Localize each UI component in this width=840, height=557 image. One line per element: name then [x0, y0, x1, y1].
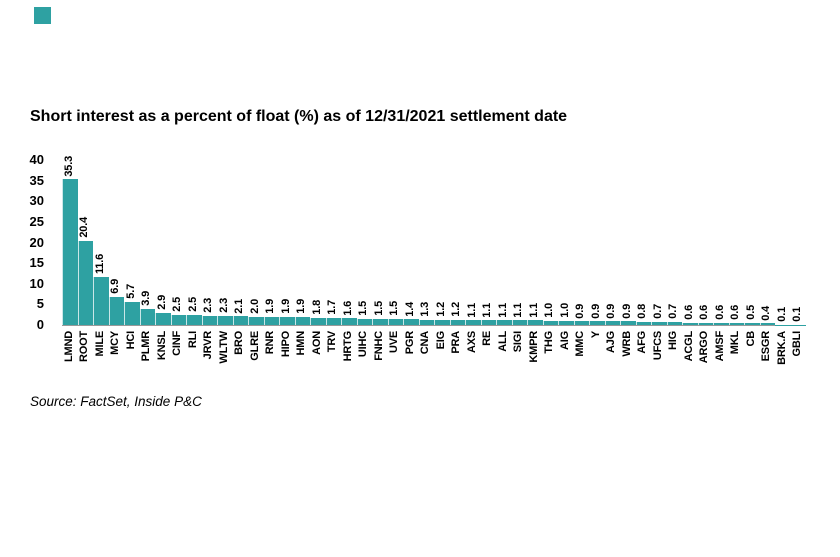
- brand-logo-square: [34, 7, 51, 24]
- bar: [325, 318, 341, 325]
- bar: [651, 322, 667, 325]
- bar: [387, 318, 403, 325]
- bar: [108, 296, 124, 325]
- bar: [62, 179, 78, 325]
- bar-value-label-wrap: 0.1: [785, 307, 813, 322]
- bar: [263, 317, 279, 325]
- bar: [372, 318, 388, 325]
- bar: [294, 317, 310, 325]
- bar: [589, 321, 605, 325]
- bar-value-label: 0.1: [791, 306, 804, 322]
- bar-value-label-wrap: 35.3: [56, 156, 84, 177]
- bar: [604, 321, 620, 325]
- bar: [542, 320, 558, 325]
- y-tick-label: 30: [29, 193, 44, 209]
- bar: [341, 318, 357, 325]
- y-tick-label: 5: [36, 296, 44, 312]
- bar: [139, 308, 155, 325]
- y-tick-label: 40: [29, 152, 44, 167]
- bar: [186, 314, 202, 325]
- plot-area: 35.3 LMND 20.4 ROOT 11.6 MILE 6.9 MCY 5.7 HCI 3.9 P…: [62, 156, 806, 365]
- bar: [418, 319, 434, 325]
- bar: [217, 315, 233, 325]
- bar: [356, 318, 372, 325]
- bar: [449, 320, 465, 325]
- x-tick-label-wrap: GBLI: [785, 331, 813, 356]
- bar: [728, 322, 744, 325]
- bar-value-label: 20.4: [78, 217, 91, 238]
- source-attribution: Source: FactSet, Inside P&C: [30, 394, 202, 409]
- bar: [511, 320, 527, 325]
- y-tick-label: 20: [29, 234, 44, 250]
- y-tick-label: 10: [29, 275, 44, 291]
- bar: [403, 319, 419, 325]
- bar: [155, 313, 171, 325]
- y-tick-label: 0: [36, 317, 44, 332]
- bar: [310, 317, 326, 325]
- y-tick-label: 25: [29, 213, 44, 229]
- bar: [558, 320, 574, 325]
- bar-value-label-wrap: 11.6: [87, 254, 115, 274]
- bar: [682, 322, 698, 325]
- bar: [124, 301, 140, 325]
- bar: [744, 322, 760, 325]
- bar: [248, 316, 264, 325]
- bar: [201, 315, 217, 325]
- y-tick-label: 15: [29, 255, 44, 271]
- x-tick-label: GBLI: [791, 331, 804, 357]
- bar: [666, 322, 682, 325]
- bar: [170, 314, 186, 325]
- bar: [279, 317, 295, 325]
- bar: [496, 320, 512, 325]
- chart-title: Short interest as a percent of float (%)…: [30, 108, 568, 125]
- bar: [697, 322, 713, 325]
- bar-value-label-wrap: 20.4: [72, 217, 100, 238]
- bar-value-label: 35.3: [62, 155, 75, 177]
- bar: [232, 316, 248, 325]
- y-tick-label: 35: [29, 172, 44, 188]
- bar-value-label: 11.6: [93, 254, 106, 275]
- bar: [527, 320, 543, 325]
- bar: [480, 320, 496, 325]
- bar: [573, 321, 589, 325]
- bar: [434, 320, 450, 325]
- bar: [77, 240, 93, 325]
- bar: [620, 321, 636, 325]
- y-axis: 40 35 30 25 20 15 10 5 0: [0, 0, 46, 557]
- bar: [759, 323, 775, 325]
- bar: [713, 322, 729, 325]
- bar: [635, 321, 651, 325]
- bar: [465, 320, 481, 325]
- bar: [93, 277, 109, 325]
